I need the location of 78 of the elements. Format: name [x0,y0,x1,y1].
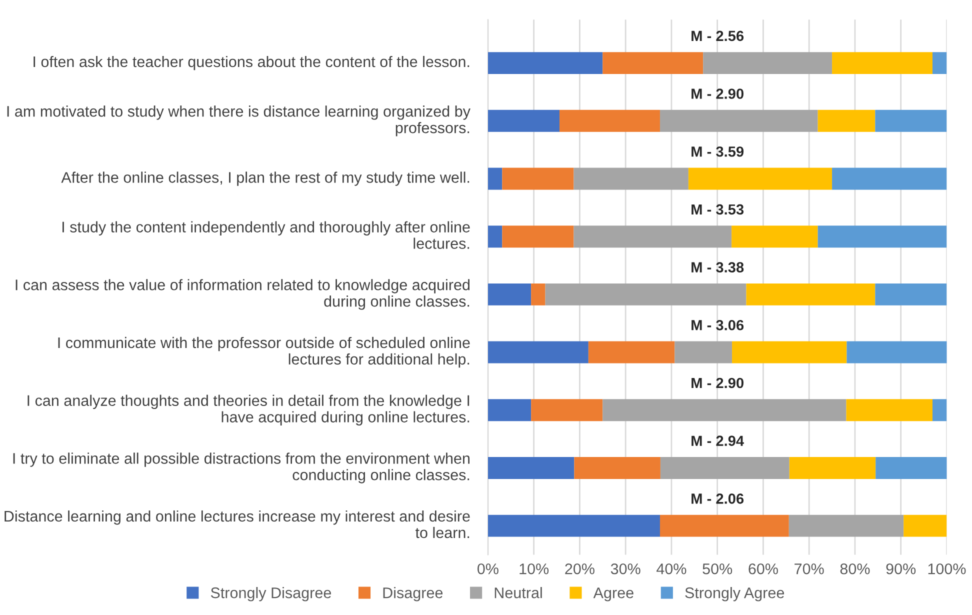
bar [574,456,660,479]
bar [932,399,947,422]
legend-label: Neutral [494,587,542,598]
bar [875,110,947,132]
bar [875,283,947,306]
bar [904,514,947,537]
x-tick-label: 10% [520,563,549,574]
x-tick-label: 90% [886,563,916,574]
annotation: M - 3.38 [692,262,744,272]
bar [588,341,675,364]
bar [602,52,704,74]
bar [703,52,832,74]
bar [746,283,876,306]
y-tick-label: I study the content independently and thoroughly after online lectures. [62,221,470,249]
bar [602,399,846,422]
x-tick-label: 70% [794,563,824,574]
bar [488,399,532,422]
bar [789,456,876,479]
bar [488,514,660,537]
bar [531,283,546,306]
bar [488,456,574,479]
bar [574,226,732,248]
x-tick-label: 100% [928,563,966,574]
bar [488,168,502,190]
bar [488,341,588,364]
bar [560,110,660,132]
bar [846,341,947,364]
y-tick-label: I communicate with the professor outside of scheduled online lectures for additional help. [58,336,470,368]
x-tick-label: 30% [610,563,640,574]
bar [788,514,904,537]
legend-label: Agree [593,588,634,602]
bar [932,52,947,74]
bar [488,226,502,248]
annotation: M - 2.56 [692,30,744,42]
annotation: M - 2.06 [692,494,744,504]
x-tick-label: 40% [656,563,686,574]
bar [832,168,947,190]
x-tick-label: 60% [748,563,778,574]
bar [488,110,560,132]
x-tick-label: 50% [702,563,732,574]
bar [818,110,876,132]
x-tick-label: 80% [840,563,870,574]
bar [818,226,947,248]
bar [660,456,790,479]
bar [876,456,947,479]
bar [688,168,832,190]
bar [846,399,933,422]
bar [660,514,789,537]
bar [545,283,746,306]
annotation: M - 2.90 [692,88,744,99]
bar [674,341,732,364]
bar [732,226,818,248]
y-tick-label: I try to eliminate all possible distractions from the environment when conducting online classes. [13,452,470,484]
bar [488,283,532,306]
legend-label: Strongly Agree [685,587,784,602]
y-tick-label: I often ask the teacher questions about the content of the lesson. [34,56,470,70]
legend-label: Disagree [383,587,443,602]
y-tick-label: I am motivated to study when there is distance learning organized by professors. [7,106,470,136]
annotation: M - 3.53 [692,204,744,215]
bar [488,52,603,74]
x-tick-label: 0% [478,563,498,574]
y-tick-label: Distance learning and online lectures increase my interest and desire to learn. [4,510,470,538]
legend-label: Strongly Disagree [210,587,331,602]
annotation: M - 3.59 [692,146,744,157]
bar [660,110,818,132]
bar [732,341,847,364]
bar [502,168,574,190]
y-tick-label: I can assess the value of information related to knowledge acquired during online classes. [16,279,470,310]
annotation: M - 3.06 [692,320,744,330]
bar [502,226,574,248]
y-tick-label: After the online classes, I plan the rest of my study time well. [61,172,470,186]
annotation: M - 2.94 [692,436,744,446]
y-tick-label: I can analyze thoughts and theories in detail from the knowledge I have acquired during online lectures. [28,394,470,426]
bar [574,168,688,190]
x-tick-label: 20% [565,563,594,574]
annotation: M - 2.90 [692,378,744,388]
bar [531,399,603,422]
bar [832,52,933,74]
